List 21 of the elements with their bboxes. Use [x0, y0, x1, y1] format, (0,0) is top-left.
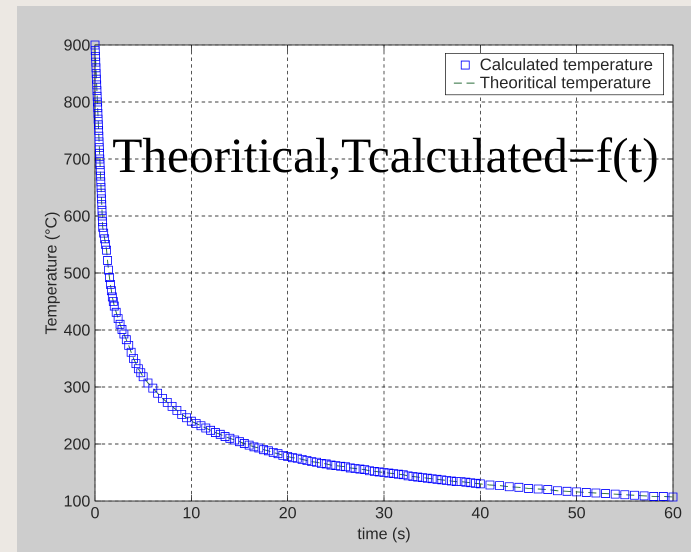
y-tick-label: 100 [64, 495, 90, 507]
y-tick-label: 500 [64, 267, 90, 279]
x-tick-label: 10 [184, 507, 200, 518]
y-tick-label: 300 [64, 381, 90, 393]
x-tick-label: 30 [376, 507, 392, 518]
y-tick-label: 400 [64, 324, 90, 336]
legend-label: Theoritical temperature [480, 76, 650, 92]
y-tick-label: 700 [64, 153, 90, 165]
y-tick-label: 600 [64, 210, 90, 222]
annotation: Theoritical,Tcalculated=f(t) [113, 137, 656, 182]
y-axis-title: Temperature (°C) [44, 212, 60, 334]
x-tick-label: 50 [568, 507, 585, 518]
y-tick-label: 900 [64, 39, 90, 51]
x-tick-label: 20 [280, 507, 296, 518]
x-axis-title: time (s) [358, 528, 410, 542]
y-tick-label: 800 [64, 96, 90, 108]
x-tick-label: 0 [91, 507, 99, 518]
y-tick-label: 200 [64, 438, 90, 450]
legend-label: Calculated temperature [480, 58, 652, 74]
x-tick-label: 60 [664, 507, 682, 518]
x-tick-label: 40 [472, 507, 489, 518]
